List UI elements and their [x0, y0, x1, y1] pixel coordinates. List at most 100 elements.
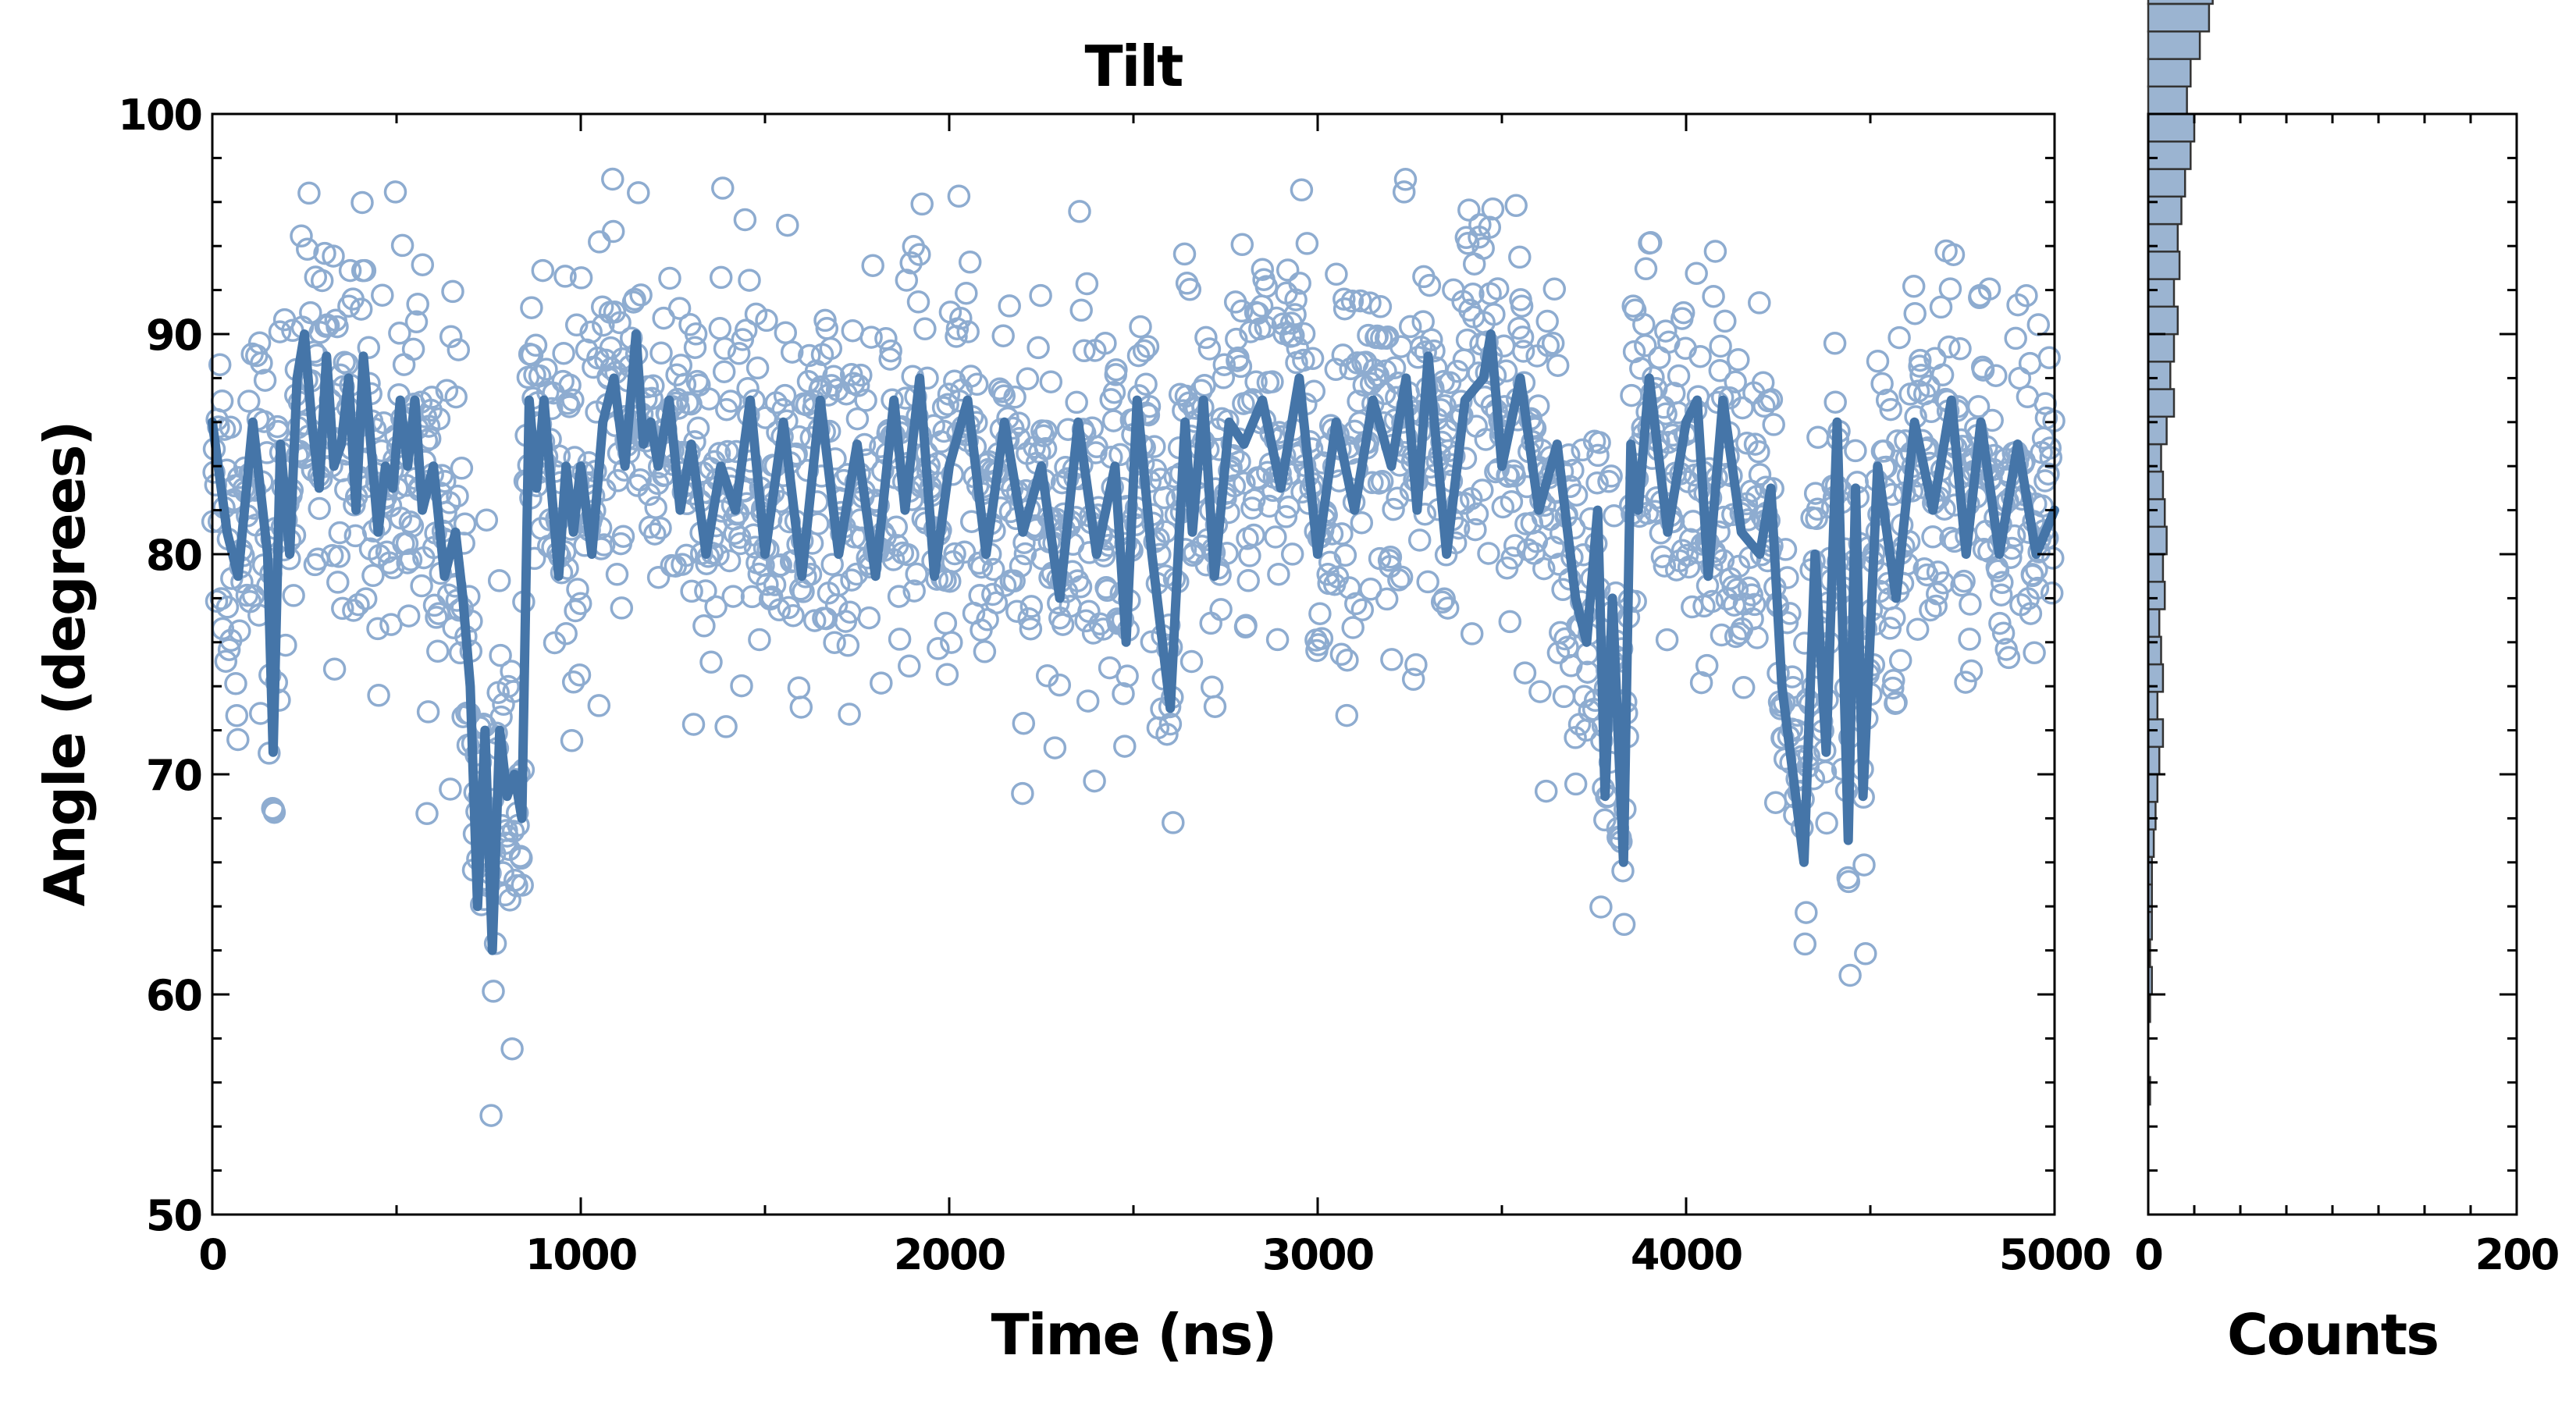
scatter-point — [401, 337, 425, 361]
scatter-point — [1073, 339, 1096, 363]
scatter-point — [2039, 446, 2063, 469]
scatter-point — [2023, 641, 2046, 665]
scatter-point — [1420, 328, 1443, 352]
scatter-point — [819, 336, 843, 361]
scatter-point — [1586, 443, 1610, 468]
scatter-point — [1392, 180, 1416, 204]
scatter-point — [1588, 431, 1611, 454]
scatter-point — [2021, 564, 2044, 588]
scatter-point — [475, 508, 499, 532]
scatter-point — [1806, 497, 1830, 521]
y-axis-title: Angle (degrees) — [32, 422, 98, 907]
scatter-point — [854, 389, 877, 412]
scatter-point — [667, 297, 692, 320]
scatter-point — [1002, 569, 1026, 593]
scatter-point — [1113, 735, 1137, 758]
scatter-point — [1762, 413, 1785, 436]
average-line-layer — [208, 329, 2059, 955]
scatter-point — [813, 308, 837, 333]
scatter-point — [350, 190, 374, 215]
scatter-point — [1244, 370, 1268, 393]
scatter-point — [1158, 712, 1183, 736]
x-tick-label: 2000 — [894, 1230, 1005, 1279]
scatter-point — [361, 564, 385, 588]
scatter-point — [524, 333, 548, 357]
scatter-point — [823, 631, 846, 654]
scatter-point — [296, 237, 319, 261]
scatter-point — [316, 314, 340, 338]
scatter-point — [1386, 486, 1409, 510]
scatter-point — [1838, 963, 1862, 987]
scatter-point — [228, 619, 251, 643]
scatter-point — [1152, 486, 1176, 510]
scatter-point — [1634, 257, 1658, 281]
scatter-point — [1948, 337, 1972, 361]
scatter-point — [738, 269, 761, 292]
scatter-point — [441, 279, 464, 304]
scatter-point — [1333, 543, 1357, 567]
scatter-point — [398, 510, 422, 534]
scatter-point — [2037, 462, 2060, 486]
scatter-point — [760, 585, 784, 609]
scatter-point — [1879, 397, 1902, 422]
scatter-point — [554, 621, 578, 646]
scatter-point — [444, 385, 468, 409]
scatter-point — [1230, 233, 1254, 257]
histogram-bar — [2147, 608, 2161, 638]
scatter-point — [327, 545, 351, 568]
scatter-point — [1233, 471, 1256, 495]
scatter-point — [1675, 543, 1699, 567]
histogram-bar — [2147, 498, 2166, 528]
scatter-point — [1350, 598, 1375, 621]
scatter-point — [649, 341, 673, 365]
scatter-point — [1380, 648, 1404, 671]
scatter-point — [822, 365, 845, 389]
scatter-point — [734, 318, 758, 342]
scatter-point — [2037, 346, 2061, 370]
scatter-point — [895, 269, 919, 292]
scatter-point — [1542, 277, 1567, 301]
scatter-point — [956, 320, 980, 343]
scatter-point — [1382, 356, 1407, 379]
scatter-point — [730, 674, 753, 698]
scatter-point — [1752, 394, 1776, 418]
scatter-point — [1655, 628, 1679, 652]
scatter-point — [1884, 691, 1908, 714]
scatter-point — [629, 283, 653, 307]
scatter-point — [1685, 261, 1708, 286]
scatter-point — [388, 322, 411, 345]
scatter-point — [1708, 359, 1732, 382]
scatter-point — [1075, 272, 1099, 296]
scatter-point — [1528, 680, 1552, 703]
scatter-point — [1179, 649, 1204, 674]
scatter-point — [940, 631, 963, 654]
scatter-point — [1129, 315, 1152, 339]
scatter-point — [649, 516, 672, 540]
scatter-point — [326, 315, 349, 339]
scatter-point — [1727, 348, 1750, 372]
scatter-point — [2040, 582, 2064, 605]
scatter-point — [531, 258, 555, 283]
scatter-point — [1292, 348, 1315, 372]
scatter-point — [674, 543, 698, 567]
scatter-point — [1300, 347, 1325, 371]
scatter-point — [1966, 395, 1991, 418]
scatter-point — [579, 320, 603, 344]
scatter-point — [1178, 278, 1202, 301]
scatter-point — [1292, 322, 1316, 346]
scatter-point — [1203, 695, 1227, 718]
scatter-point — [1984, 364, 2008, 387]
scatter-point — [1759, 388, 1784, 411]
scatter-point — [331, 596, 354, 621]
scatter-point — [1438, 371, 1462, 394]
scatter-point — [1471, 478, 1494, 502]
scatter-point — [1823, 332, 1847, 355]
scatter-point — [511, 873, 534, 897]
scatter-point — [611, 525, 635, 548]
scatter-point — [1011, 781, 1034, 806]
scatter-point — [627, 181, 650, 205]
scatter-point — [1731, 676, 1756, 699]
scatter-point — [1959, 659, 1984, 683]
scatter-point — [592, 313, 615, 337]
histogram-bar — [2147, 553, 2165, 583]
